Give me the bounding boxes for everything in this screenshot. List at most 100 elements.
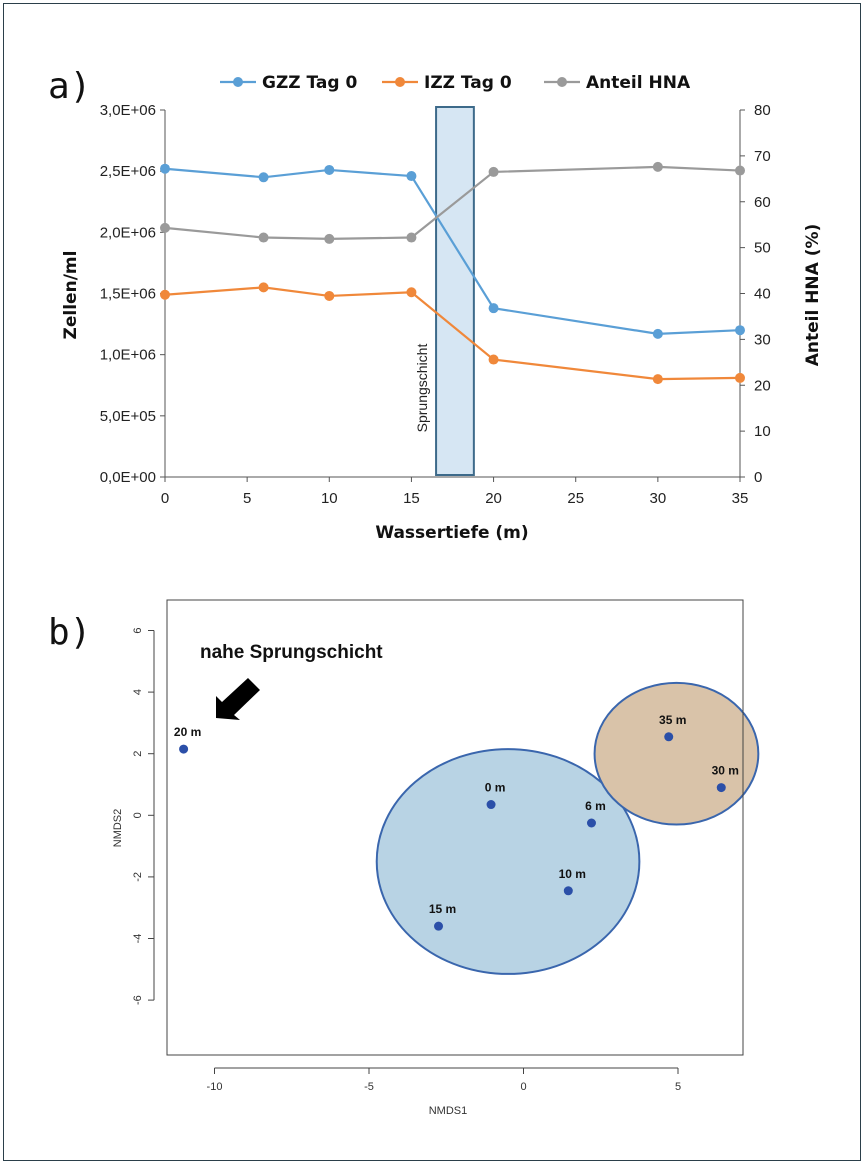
series-1-point — [652, 328, 663, 339]
y-tick-label-b: 6 — [132, 627, 144, 633]
x-tick-label-a: 5 — [243, 490, 251, 507]
y2-tick-label-a: 30 — [754, 331, 771, 348]
x-tick-label-a: 25 — [567, 490, 584, 507]
nmds-point-label: 20 m — [174, 725, 201, 739]
series-3-point — [258, 232, 269, 243]
y2-axis-label-a: Anteil HNA (%) — [803, 224, 823, 367]
x-axis-label-a: Wassertiefe (m) — [375, 523, 528, 543]
y2-tick-label-a: 10 — [754, 423, 771, 440]
cluster-ellipse-1 — [375, 748, 641, 975]
nmds-point — [486, 800, 496, 810]
x-tick-label-a: 0 — [161, 490, 169, 507]
nmds-point-label: 15 m — [429, 902, 456, 916]
y-tick-label-b: -4 — [132, 934, 144, 944]
y2-tick-label-a: 70 — [754, 148, 771, 165]
x-axis-label-b: NMDS1 — [429, 1105, 468, 1117]
cluster-ellipse-2 — [593, 681, 760, 826]
legend-marker-1 — [233, 77, 243, 87]
y2-tick-label-a: 20 — [754, 377, 771, 394]
legend-marker-2 — [395, 77, 405, 87]
series-1-point — [324, 164, 335, 175]
series-2-point — [324, 290, 335, 301]
series-3-point — [406, 232, 417, 243]
y-tick-label-b: -6 — [132, 995, 144, 1005]
y-tick-label-a: 2,0E+06 — [100, 224, 156, 241]
series-1-point — [160, 163, 170, 174]
panel-b-nmds-scatter: b) -10 -5 0 5 -6 -4 -2 0 2 4 6 20 m 0 m 6 m 10 m 15 m 3… — [48, 599, 760, 1117]
y-tick-label-b: 2 — [132, 751, 144, 757]
y2-tick-label-a: 0 — [754, 469, 762, 486]
y2-tick-label-a: 50 — [754, 240, 771, 257]
plot-box-b — [166, 599, 744, 1056]
y-axis-label-a: Zellen/ml — [61, 251, 81, 340]
series-3-point — [652, 161, 663, 172]
y2-tick-label-a: 80 — [754, 102, 771, 119]
x-tick-label-b: 0 — [520, 1081, 526, 1093]
x-tick-label-a: 15 — [403, 490, 420, 507]
y2-tick-label-a: 40 — [754, 286, 771, 303]
nmds-point — [434, 921, 444, 931]
nmds-point — [586, 818, 596, 828]
x-tick-label-b: -5 — [364, 1081, 374, 1093]
annotation-text: nahe Sprungschicht — [200, 642, 383, 663]
series-1-point — [406, 171, 417, 182]
nmds-point — [179, 744, 189, 754]
series-a — [160, 161, 745, 385]
nmds-point-label: 6 m — [585, 799, 606, 813]
x-tick-label-b: -10 — [207, 1081, 223, 1093]
y-tick-label-a: 0,0E+00 — [100, 469, 156, 486]
nmds-point — [716, 783, 726, 793]
series-3-point — [324, 233, 335, 244]
y-tick-label-a: 3,0E+06 — [100, 102, 156, 119]
axes-b: -10 -5 0 5 -6 -4 -2 0 2 4 6 — [132, 627, 681, 1093]
y-tick-label-b: -2 — [132, 872, 144, 882]
series-3-point — [488, 166, 499, 177]
series-1-point — [258, 172, 269, 183]
legend-label-3: Anteil HNA — [586, 73, 691, 93]
cluster-ellipses — [375, 681, 760, 975]
sprungschicht-rect — [435, 106, 475, 476]
series-3-point — [735, 165, 745, 176]
series-2-point — [488, 354, 499, 365]
series-3-point — [160, 222, 170, 233]
y-axis-label-b: NMDS2 — [112, 809, 124, 848]
panel-label-a: a) — [48, 66, 91, 107]
legend-a: GZZ Tag 0 IZZ Tag 0 Anteil HNA — [220, 73, 691, 93]
y-tick-label-a: 2,5E+06 — [100, 163, 156, 180]
series-1-point — [488, 303, 499, 314]
y2-tick-label-a: 60 — [754, 194, 771, 211]
points-b: 20 m 0 m 6 m 10 m 15 m 35 m 30 m — [174, 713, 739, 931]
sprungschicht-band: Sprungschicht — [414, 106, 475, 476]
series-2-point — [160, 289, 170, 300]
nmds-point-label: 35 m — [659, 713, 686, 727]
x-tick-label-a: 30 — [650, 490, 667, 507]
x-tick-label-a: 20 — [485, 490, 502, 507]
legend-label-2: IZZ Tag 0 — [424, 73, 512, 93]
sprungschicht-label: Sprungschicht — [414, 344, 430, 433]
axes-a: 0,0E+00 5,0E+05 1,0E+06 1,5E+06 2,0E+06 2,5E+… — [100, 102, 771, 507]
x-tick-label-b: 5 — [675, 1081, 681, 1093]
series-1-point — [735, 325, 745, 336]
nmds-point — [563, 886, 573, 896]
x-tick-label-a: 10 — [321, 490, 338, 507]
series-2-point — [406, 287, 417, 298]
y-tick-label-b: 0 — [132, 812, 144, 818]
x-tick-label-a: 35 — [732, 490, 749, 507]
nmds-point-label: 10 m — [559, 867, 586, 881]
panel-a-line-chart: a) GZZ Tag 0 IZZ Tag 0 Anteil HNA Sprungsc… — [48, 66, 823, 543]
series-2-point — [652, 374, 663, 385]
y-tick-label-b: 4 — [132, 689, 144, 695]
legend-marker-3 — [557, 77, 567, 87]
series-2-point — [735, 372, 745, 383]
y-tick-label-a: 1,0E+06 — [100, 347, 156, 364]
y-tick-label-a: 1,5E+06 — [100, 286, 156, 303]
series-2-point — [258, 282, 269, 293]
nmds-point — [664, 732, 674, 742]
nmds-point-label: 30 m — [712, 764, 739, 778]
legend-label-1: GZZ Tag 0 — [262, 73, 357, 93]
figure-frame — [3, 3, 861, 1161]
y-tick-label-a: 5,0E+05 — [100, 408, 156, 425]
nmds-point-label: 0 m — [485, 781, 506, 795]
arrow-icon — [216, 678, 260, 720]
